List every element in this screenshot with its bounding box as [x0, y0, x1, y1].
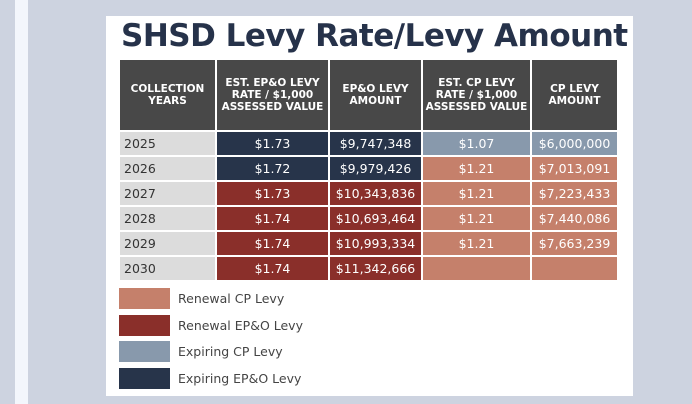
table-row: 2027 $1.73 $10,343,836 $1.21 $7,223,433: [120, 182, 617, 205]
year-cell: 2026: [120, 157, 215, 180]
legend-item: Expiring CP Levy: [119, 341, 303, 362]
legend-label: Renewal EP&O Levy: [178, 317, 303, 333]
cp-amount-cell: $7,440,086: [532, 207, 617, 230]
epo-amount-cell: $10,343,836: [330, 182, 421, 205]
table-row: 2028 $1.74 $10,693,464 $1.21 $7,440,086: [120, 207, 617, 230]
epo-rate-cell: $1.73: [217, 182, 328, 205]
legend-item: Renewal CP Levy: [119, 288, 303, 309]
cp-rate-cell: [423, 257, 530, 280]
epo-amount-cell: $9,747,348: [330, 132, 421, 155]
header-cp-amount: CP LEVY AMOUNT: [532, 60, 617, 130]
cp-amount-cell: $7,013,091: [532, 157, 617, 180]
legend-swatch: [119, 341, 170, 362]
levy-table: COLLECTION YEARS EST. EP&O LEVY RATE / $…: [118, 58, 619, 282]
header-epo-rate: EST. EP&O LEVY RATE / $1,000 ASSESSED VA…: [217, 60, 328, 130]
header-cp-rate: EST. CP LEVY RATE / $1,000 ASSESSED VALU…: [423, 60, 530, 130]
legend-swatch: [119, 314, 170, 336]
table-row: 2025 $1.73 $9,747,348 $1.07 $6,000,000: [120, 132, 617, 155]
cp-rate-cell: $1.21: [423, 232, 530, 255]
epo-rate-cell: $1.74: [217, 207, 328, 230]
header-epo-amount: EP&O LEVY AMOUNT: [330, 60, 421, 130]
legend-label: Renewal CP Levy: [178, 291, 285, 306]
header-collection-years: COLLECTION YEARS: [120, 60, 215, 130]
legend-label: Expiring EP&O Levy: [178, 370, 302, 386]
year-cell: 2028: [120, 207, 215, 230]
epo-rate-cell: $1.72: [217, 157, 328, 180]
epo-amount-cell: $10,993,334: [330, 232, 421, 255]
epo-amount-cell: $9,979,426: [330, 157, 421, 180]
legend-swatch: [119, 367, 170, 389]
table-row: 2026 $1.72 $9,979,426 $1.21 $7,013,091: [120, 157, 617, 180]
cp-rate-cell: $1.21: [423, 157, 530, 180]
legend: Renewal CP Levy Renewal EP&O Levy Expiring…: [119, 288, 303, 394]
legend-item: Expiring EP&O Levy: [119, 367, 303, 389]
epo-amount-cell: $11,342,666: [330, 257, 421, 280]
epo-rate-cell: $1.74: [217, 232, 328, 255]
legend-swatch: [119, 288, 170, 309]
cp-rate-cell: $1.21: [423, 182, 530, 205]
cp-rate-cell: $1.21: [423, 207, 530, 230]
epo-rate-cell: $1.74: [217, 257, 328, 280]
cp-amount-cell: $7,223,433: [532, 182, 617, 205]
epo-amount-cell: $10,693,464: [330, 207, 421, 230]
year-cell: 2025: [120, 132, 215, 155]
table-row: 2029 $1.74 $10,993,334 $1.21 $7,663,239: [120, 232, 617, 255]
page-title: SHSD Levy Rate/Levy Amount: [121, 18, 628, 54]
year-cell: 2027: [120, 182, 215, 205]
epo-rate-cell: $1.73: [217, 132, 328, 155]
cp-amount-cell: [532, 257, 617, 280]
year-cell: 2030: [120, 257, 215, 280]
legend-item: Renewal EP&O Levy: [119, 314, 303, 336]
table-row: 2030 $1.74 $11,342,666: [120, 257, 617, 280]
cp-amount-cell: $6,000,000: [532, 132, 617, 155]
table-header-row: COLLECTION YEARS EST. EP&O LEVY RATE / $…: [120, 60, 617, 130]
levy-card: SHSD Levy Rate/Levy Amount COLLECTION YE…: [106, 16, 633, 396]
year-cell: 2029: [120, 232, 215, 255]
legend-label: Expiring CP Levy: [178, 344, 283, 359]
cp-amount-cell: $7,663,239: [532, 232, 617, 255]
cp-rate-cell: $1.07: [423, 132, 530, 155]
left-panel-strip: [15, 0, 28, 404]
